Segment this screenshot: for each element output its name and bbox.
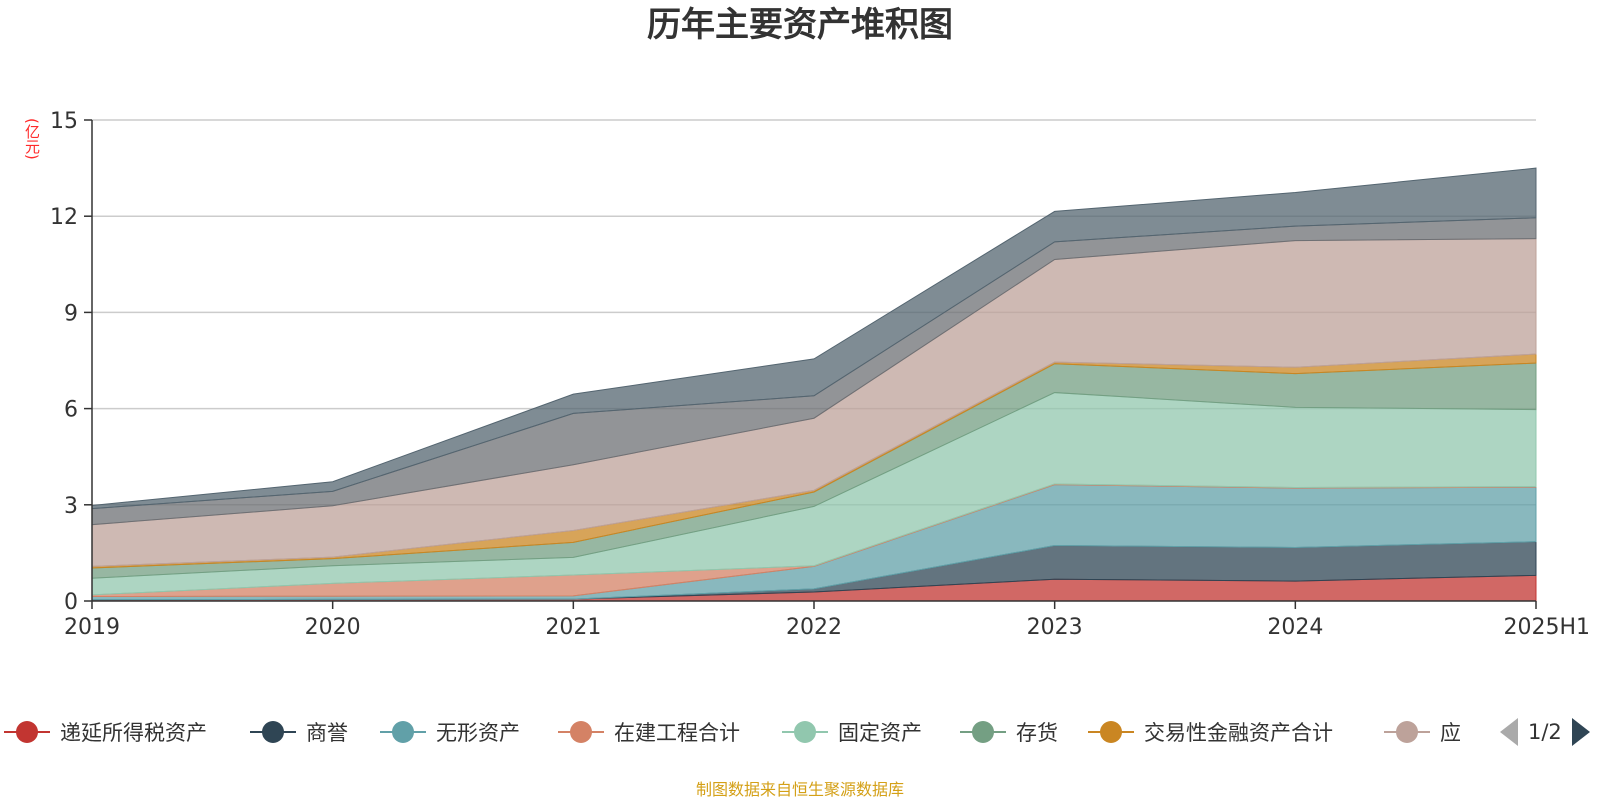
legend-item[interactable]: 递延所得税资产 — [2, 712, 207, 752]
legend-label: 交易性金融资产合计 — [1144, 721, 1333, 745]
data-source-footer: 制图数据来自恒生聚源数据库 — [695, 780, 904, 799]
x-tick-label: 2020 — [305, 615, 361, 640]
legend-next-page-icon[interactable] — [1571, 718, 1590, 746]
legend-label: 递延所得税资产 — [60, 721, 207, 745]
legend-item[interactable]: 存货 — [958, 712, 1058, 752]
legend-item[interactable]: 商誉 — [248, 712, 348, 752]
y-tick-label: 3 — [64, 494, 78, 519]
x-tick-label: 2023 — [1027, 615, 1083, 640]
legend-item[interactable]: 在建工程合计 — [556, 712, 740, 752]
legend-label: 无形资产 — [436, 721, 520, 745]
area-series — [91, 167, 1537, 602]
legend-marker-icon — [780, 712, 830, 752]
x-tick-label: 2019 — [64, 615, 120, 640]
legend-marker-icon — [1382, 712, 1432, 752]
y-tick-label: 9 — [64, 301, 78, 326]
y-tick-label: 12 — [50, 205, 78, 230]
legend-item[interactable]: 应收 — [1382, 712, 1460, 752]
legend-prev-page-icon[interactable] — [1500, 718, 1518, 746]
legend-marker-icon — [2, 712, 52, 752]
legend-marker-icon — [378, 712, 428, 752]
y-tick-label: 6 — [64, 398, 78, 423]
legend-item[interactable]: 固定资产 — [780, 712, 922, 752]
legend: 递延所得税资产 商誉 无形资产 在建工程合计 固定资产 存货 交易性金融资产合计 应收 1/2 — [0, 712, 1600, 752]
x-tick-label: 2021 — [545, 615, 601, 640]
legend-label: 在建工程合计 — [614, 721, 740, 745]
x-tick-label: 2024 — [1267, 615, 1323, 640]
stacked-area-chart: 0 3 6 9 12 15 2019 2020 2021 2022 2023 2024 2025H1 — [50, 109, 1590, 640]
legend-pager: 1/2 — [1500, 712, 1590, 752]
y-tick-label: 0 — [64, 590, 78, 615]
y-tick-label: 15 — [50, 109, 78, 134]
legend-item[interactable]: 交易性金融资产合计 — [1086, 712, 1333, 752]
legend-marker-icon — [958, 712, 1008, 752]
legend-marker-icon — [1086, 712, 1136, 752]
x-tick-label: 2025H1 — [1503, 615, 1590, 640]
area-series-10 — [91, 167, 1537, 510]
legend-marker-icon — [556, 712, 606, 752]
legend-page-indicator: 1/2 — [1528, 720, 1562, 744]
legend-label: 商誉 — [306, 721, 348, 745]
legend-marker-icon — [248, 712, 298, 752]
legend-items: 递延所得税资产 商誉 无形资产 在建工程合计 固定资产 存货 交易性金融资产合计 应收 — [0, 712, 1460, 752]
legend-item[interactable]: 无形资产 — [378, 712, 520, 752]
axes: 0 3 6 9 12 15 2019 2020 2021 2022 2023 2024 2025H1 — [50, 109, 1590, 640]
x-tick-label: 2022 — [786, 615, 842, 640]
legend-label: 应收 — [1440, 721, 1460, 745]
chart-title: 历年主要资产堆积图 — [647, 5, 953, 45]
y-axis-unit-label: (亿元) — [23, 118, 41, 160]
legend-label: 存货 — [1016, 721, 1058, 745]
legend-label: 固定资产 — [838, 721, 922, 745]
